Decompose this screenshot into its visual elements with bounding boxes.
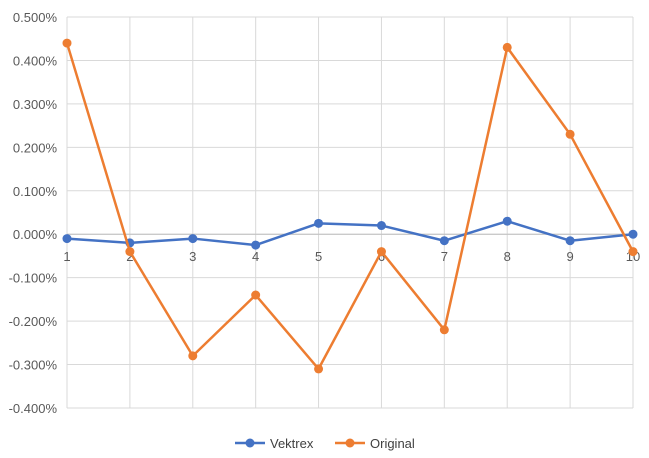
y-tick-label: 0.400% — [13, 53, 58, 68]
data-point-original — [251, 290, 261, 300]
legend-marker-vektrex — [245, 438, 255, 448]
y-axis: 0.500% 0.400% 0.300% 0.200% 0.100% 0.000% -0.1… — [9, 10, 58, 416]
data-point-vektrex — [628, 229, 638, 239]
data-point-original — [188, 351, 198, 361]
data-point-vektrex — [565, 236, 575, 246]
data-point-vektrex — [62, 234, 72, 244]
x-tick-label: 9 — [566, 249, 573, 264]
data-point-vektrex — [502, 216, 512, 226]
y-tick-label: -0.300% — [9, 358, 58, 373]
y-tick-label: 0.100% — [13, 184, 58, 199]
x-tick-label: 4 — [252, 249, 259, 264]
y-tick-label: -0.200% — [9, 314, 58, 329]
y-tick-label: -0.100% — [9, 271, 58, 286]
x-tick-label: 6 — [378, 249, 385, 264]
y-tick-label: 0.000% — [13, 227, 58, 242]
data-point-original — [502, 42, 512, 52]
data-point-vektrex — [251, 240, 261, 250]
data-point-vektrex — [314, 218, 324, 228]
data-point-original — [628, 247, 638, 257]
series-line-original — [65, 42, 635, 371]
legend: Vektrex Original — [235, 436, 415, 451]
data-point-vektrex — [188, 234, 198, 244]
x-axis-labels: 1 2 3 4 5 6 7 8 9 10 — [63, 249, 640, 264]
data-point-original — [314, 364, 324, 374]
x-tick-label: 8 — [504, 249, 511, 264]
legend-label-original: Original — [370, 436, 415, 451]
series-layer — [62, 38, 638, 374]
x-tick-label: 3 — [189, 249, 196, 264]
y-tick-label: -0.400% — [9, 401, 58, 416]
data-point-vektrex — [439, 236, 449, 246]
data-point-original — [565, 129, 575, 139]
x-tick-label: 7 — [441, 249, 448, 264]
y-tick-label: 0.200% — [13, 140, 58, 155]
data-point-original — [439, 325, 449, 335]
y-tick-label: 0.300% — [13, 97, 58, 112]
legend-marker-original — [345, 438, 355, 448]
x-tick-label: 1 — [63, 249, 70, 264]
y-tick-label: 0.500% — [13, 10, 58, 25]
data-point-original — [62, 38, 72, 48]
grid — [66, 16, 634, 409]
series-line-vektrex — [66, 219, 634, 247]
x-tick-label: 5 — [315, 249, 322, 264]
legend-label-vektrex: Vektrex — [270, 436, 314, 451]
data-point-original — [376, 247, 386, 257]
x-tick-label: 2 — [126, 249, 133, 264]
data-point-original — [125, 247, 135, 257]
data-point-vektrex — [376, 221, 386, 231]
